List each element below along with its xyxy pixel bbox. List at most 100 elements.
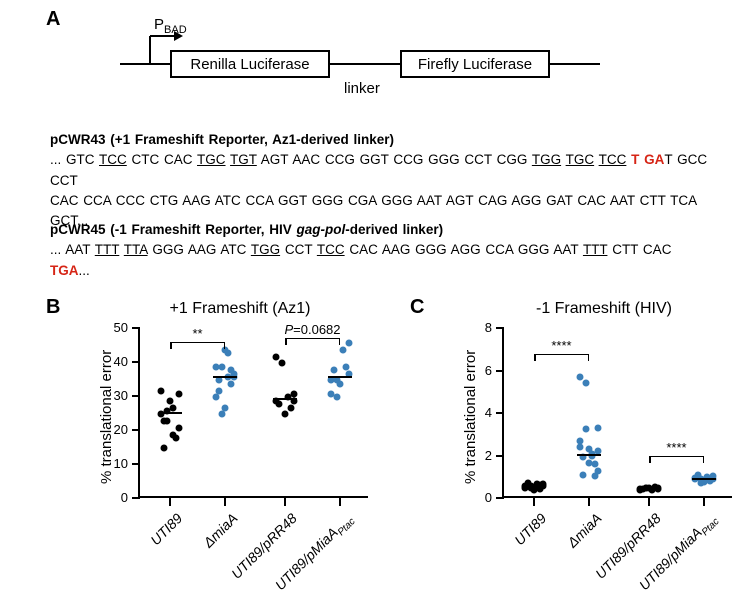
xtick [533, 498, 535, 506]
chart-b-title: +1 Frameshift (Az1) [90, 300, 390, 318]
data-point [273, 353, 280, 360]
ytick [496, 327, 504, 329]
data-point [698, 480, 705, 487]
ytick [496, 497, 504, 499]
xtick [169, 498, 171, 506]
data-point [577, 444, 584, 451]
ytick [132, 395, 140, 397]
ytick-label: 0 [466, 490, 492, 505]
data-point [161, 445, 168, 452]
ytick [132, 463, 140, 465]
xtick [339, 498, 341, 506]
ytick [132, 429, 140, 431]
sequence-pcwr43: pCWR43 (+1 Frameshift Reporter, Az1-deri… [50, 130, 710, 231]
ytick [496, 455, 504, 457]
sig-label: **** [522, 338, 602, 353]
ytick-label: 4 [466, 405, 492, 420]
data-point [595, 425, 602, 432]
ytick-label: 30 [102, 388, 128, 403]
xtick [284, 498, 286, 506]
seq-a-line1: ... GTC TCC CTC CAC TGC TGT AGT AAC CCG … [50, 150, 710, 191]
ytick-label: 50 [102, 320, 128, 335]
chart-b-plot: 01020304050UTI89ΔmiaAUTI89/pRR48UTI89/pM… [138, 328, 368, 498]
ytick-label: 2 [466, 448, 492, 463]
ytick-label: 8 [466, 320, 492, 335]
xtick [224, 498, 226, 506]
chart-plus1-frameshift: +1 Frameshift (Az1) % translational erro… [90, 300, 390, 590]
ytick [132, 361, 140, 363]
median-line [577, 454, 601, 456]
data-point [291, 391, 298, 398]
median-line [158, 412, 182, 414]
data-point [337, 380, 344, 387]
ytick [496, 370, 504, 372]
xtick [648, 498, 650, 506]
data-point [346, 340, 353, 347]
ytick-label: 0 [102, 490, 128, 505]
ytick [132, 327, 140, 329]
median-line [213, 376, 237, 378]
data-point [595, 467, 602, 474]
sig-bracket [649, 456, 704, 457]
data-point [577, 437, 584, 444]
chart-c-plot: 02468UTI89ΔmiaAUTI89/pRR48UTI89/pMiaAPta… [502, 328, 732, 498]
sig-label: P=0.0682 [273, 322, 353, 337]
data-point [219, 363, 226, 370]
data-point [176, 391, 183, 398]
reporter-construct-diagram: PBAD Renilla Luciferase Firefly Lucifera… [120, 22, 620, 102]
ytick-label: 6 [466, 363, 492, 378]
data-point [577, 374, 584, 381]
panel-label-a: A [46, 8, 60, 31]
sequence-pcwr45: pCWR45 (-1 Frameshift Reporter, HIV gag-… [50, 220, 710, 281]
median-line [522, 485, 546, 487]
data-point [170, 404, 177, 411]
data-point [583, 426, 590, 433]
xtick [703, 498, 705, 506]
ytick-label: 40 [102, 354, 128, 369]
xlabel: ΔmiaA [200, 510, 241, 551]
median-line [273, 398, 297, 400]
data-point [216, 387, 223, 394]
data-point [222, 404, 229, 411]
data-point [340, 346, 347, 353]
seq-b-line1: ... AAT TTT TTA GGG AAG ATC TGG CCT TCC … [50, 240, 710, 281]
linker-label: linker [344, 80, 380, 97]
sig-label: ** [158, 326, 238, 341]
data-point [158, 387, 165, 394]
ytick [132, 497, 140, 499]
data-point [586, 460, 593, 467]
data-point [279, 360, 286, 367]
seq-title-b: pCWR45 (-1 Frameshift Reporter, HIV gag-… [50, 220, 710, 240]
xlabel: UTI89 [511, 510, 549, 548]
data-point [173, 435, 180, 442]
data-point [228, 367, 235, 374]
xlabel: ΔmiaA [564, 510, 605, 551]
data-point [219, 411, 226, 418]
panel-label-b: B [46, 296, 60, 319]
ytick-label: 10 [102, 456, 128, 471]
chart-minus1-frameshift: -1 Frameshift (HIV) % translational erro… [454, 300, 754, 590]
panel-label-c: C [410, 296, 424, 319]
median-line [637, 488, 661, 490]
data-point [213, 394, 220, 401]
promoter-label: PBAD [154, 16, 187, 36]
data-point [161, 418, 168, 425]
sig-bracket [285, 338, 340, 339]
xtick [588, 498, 590, 506]
median-line [692, 478, 716, 480]
data-point [288, 404, 295, 411]
chart-c-title: -1 Frameshift (HIV) [454, 300, 754, 318]
data-point [225, 350, 232, 357]
ytick [496, 412, 504, 414]
sig-bracket [534, 354, 589, 355]
data-point [334, 394, 341, 401]
ytick-label: 20 [102, 422, 128, 437]
median-line [328, 376, 352, 378]
sig-bracket [170, 342, 225, 343]
data-point [228, 380, 235, 387]
seq-title-a: pCWR43 (+1 Frameshift Reporter, Az1-deri… [50, 130, 710, 150]
data-point [583, 380, 590, 387]
data-point [331, 367, 338, 374]
data-point [176, 425, 183, 432]
renilla-box: Renilla Luciferase [170, 50, 330, 78]
